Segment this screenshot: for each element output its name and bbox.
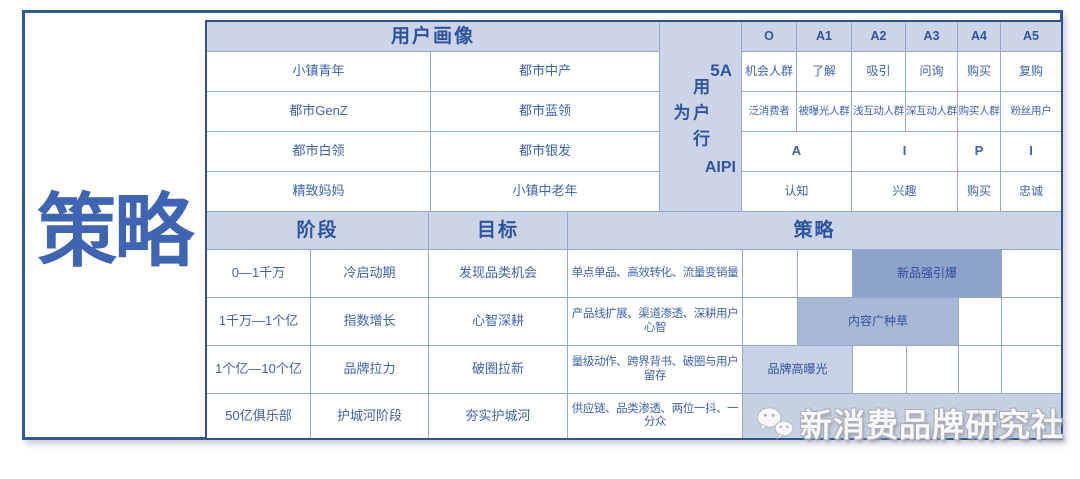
phase-cell: 指数增长 <box>311 298 429 346</box>
revenue-cell: 50亿俱乐部 <box>207 394 311 438</box>
persona-cell: 都市白领 <box>207 132 431 172</box>
persona-cell: 都市GenZ <box>207 92 431 132</box>
strategy-header: 策略 <box>568 212 1061 250</box>
persona-cell: 都市中产 <box>431 52 660 92</box>
group-cell: 深互动人群 <box>906 92 958 132</box>
grid-cell-empty <box>959 346 1002 394</box>
tactics-cell: 产品线扩展、渠道渗透、深耕用户心智 <box>568 298 743 346</box>
phase-cell: 品牌拉力 <box>311 346 429 394</box>
tactics-cell: 量级动作、跨界背书、破圈与用户留存 <box>568 346 743 394</box>
stage-cell: 吸引 <box>852 52 906 92</box>
stage-header: 阶段 <box>207 212 429 250</box>
phase-cell: 护城河阶段 <box>311 394 429 438</box>
persona-cell: 都市蓝领 <box>431 92 660 132</box>
highlight-brand-exposure: 品牌高曝光 <box>743 346 853 394</box>
highlight-content-seeding: 内容广种草 <box>798 298 959 346</box>
aipi-letter-cell: I <box>852 132 958 172</box>
persona-cell: 小镇中老年 <box>431 172 660 212</box>
tactics-cell: 供应链、品类渗透、两位一抖、一分众 <box>568 394 743 438</box>
group-cell: 被曝光人群 <box>797 92 852 132</box>
strategy-framework-table: 用户画像 用户行为 5A AIPI O A1 A2 A3 A4 A5 小镇青年 … <box>205 20 1063 440</box>
stage-cell: 问询 <box>906 52 958 92</box>
goal-cell: 发现品类机会 <box>429 250 568 298</box>
aipi-word-cell: 认知 <box>742 172 852 212</box>
stage-cell: 购买 <box>958 52 1001 92</box>
aipi-word-cell: 购买 <box>958 172 1001 212</box>
group-cell: 购买人群 <box>958 92 1001 132</box>
tactics-cell: 单点单品、高效转化、流量变销量 <box>568 250 743 298</box>
label-aipi: AIPI <box>704 158 736 176</box>
persona-table-header: 用户画像 <box>207 22 660 52</box>
goal-cell: 破圈拉新 <box>429 346 568 394</box>
stage-cell: 机会人群 <box>742 52 797 92</box>
highlight-new-product-ignition: 新品强引爆 <box>853 250 1002 298</box>
grid-cell-empty <box>907 346 959 394</box>
grid-cell-empty <box>1002 250 1061 298</box>
grid-cell-empty <box>743 298 798 346</box>
group-cell: 泛消费者 <box>742 92 797 132</box>
col-header-A2: A2 <box>852 22 906 52</box>
persona-cell: 精致妈妈 <box>207 172 431 212</box>
phase-cell: 冷启动期 <box>311 250 429 298</box>
grid-cell-empty <box>798 250 853 298</box>
highlight-band-row4 <box>743 394 1061 438</box>
user-behavior-cell: 用户行为 5A AIPI <box>660 22 742 212</box>
goal-cell: 心智深耕 <box>429 298 568 346</box>
label-5a: 5A <box>710 61 732 81</box>
grid-cell-empty <box>743 250 798 298</box>
grid-cell-empty <box>1002 298 1061 346</box>
col-header-A4: A4 <box>958 22 1001 52</box>
goal-header: 目标 <box>429 212 568 250</box>
col-header-O: O <box>742 22 797 52</box>
bottom-section: 阶段 目标 策略 0—1千万 冷启动期 发现品类机会 单点单品、高效转化、流量变… <box>207 212 1061 438</box>
persona-cell: 小镇青年 <box>207 52 431 92</box>
persona-cell: 都市银发 <box>431 132 660 172</box>
aipi-letter-cell: I <box>1001 132 1061 172</box>
grid-cell-empty <box>959 298 1002 346</box>
revenue-cell: 0—1千万 <box>207 250 311 298</box>
aipi-letter-cell: P <box>958 132 1001 172</box>
group-cell: 浅互动人群 <box>852 92 906 132</box>
revenue-cell: 1千万—1个亿 <box>207 298 311 346</box>
aipi-word-cell: 忠诚 <box>1001 172 1061 212</box>
user-behavior-vertical-title: 用户行为 <box>670 77 710 156</box>
stage-cell: 复购 <box>1001 52 1061 92</box>
col-header-A3: A3 <box>906 22 958 52</box>
goal-cell: 夯实护城河 <box>429 394 568 438</box>
slide-big-title: 策略 <box>37 184 194 278</box>
col-header-A5: A5 <box>1001 22 1061 52</box>
stage-cell: 了解 <box>797 52 852 92</box>
grid-cell-empty <box>853 346 907 394</box>
revenue-cell: 1个亿—10个亿 <box>207 346 311 394</box>
aipi-word-cell: 兴趣 <box>852 172 958 212</box>
group-cell: 粉丝用户 <box>1001 92 1061 132</box>
col-header-A1: A1 <box>797 22 852 52</box>
aipi-letter-cell: A <box>742 132 852 172</box>
grid-cell-empty <box>1002 346 1061 394</box>
top-section: 用户画像 用户行为 5A AIPI O A1 A2 A3 A4 A5 小镇青年 … <box>207 22 1061 212</box>
